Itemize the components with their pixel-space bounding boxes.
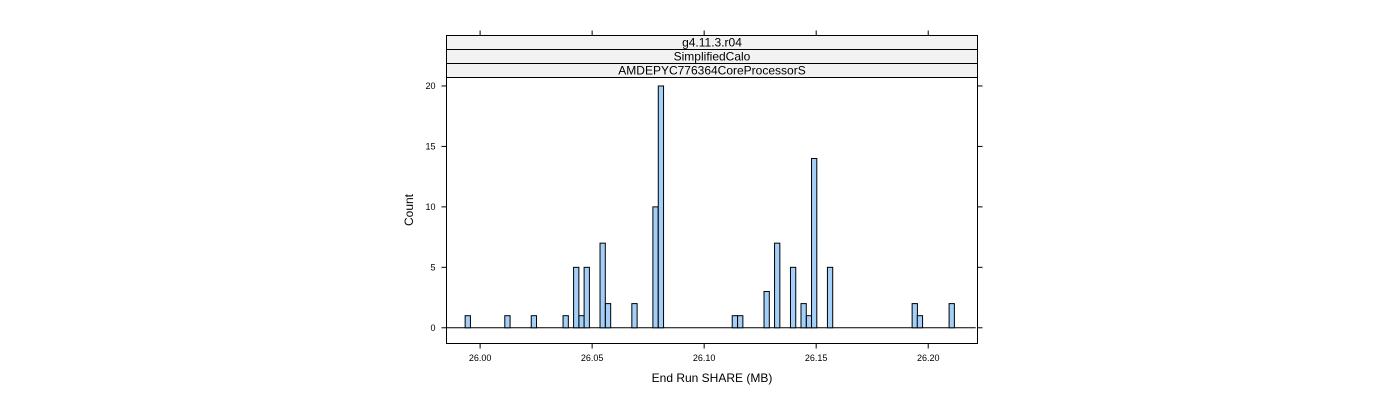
- histogram-bar: [604, 303, 612, 329]
- histogram-bar: [657, 85, 665, 329]
- histogram-bar: [504, 315, 511, 329]
- histogram-bar: [530, 315, 538, 329]
- histogram-bar: [805, 315, 813, 329]
- histogram-bar: [583, 266, 590, 329]
- histogram-bar: [464, 315, 471, 329]
- y-tick-label: 15: [425, 141, 435, 151]
- histogram-bar: [578, 315, 585, 329]
- x-axis-title: End Run SHARE (MB): [652, 371, 773, 385]
- y-tick-label: 20: [425, 81, 435, 91]
- histogram-bar: [737, 315, 744, 329]
- histogram-bar: [631, 303, 638, 329]
- histogram-bar: [800, 303, 807, 329]
- histogram-bar: [911, 303, 918, 329]
- x-tick-label: 26.10: [693, 353, 716, 363]
- histogram-bar: [916, 315, 924, 329]
- x-tick-label: 26.20: [917, 353, 940, 363]
- x-tick-label: 26.00: [469, 353, 492, 363]
- strip-panel: g4.11.3.r04 SimplifiedCalo AMDEPYC776364…: [446, 35, 978, 78]
- histogram-bar: [599, 242, 606, 329]
- bars-group: [464, 85, 955, 329]
- y-axis: 0 5 10 15 20: [425, 81, 983, 333]
- histogram-bar: [763, 291, 770, 329]
- y-tick-label: 0: [430, 323, 435, 333]
- x-tick-label: 26.05: [581, 353, 604, 363]
- histogram-bar: [774, 242, 781, 329]
- histogram-bar: [826, 266, 834, 329]
- histogram-bar: [948, 303, 955, 329]
- strip-label-2: SimplifiedCalo: [674, 50, 751, 64]
- histogram-bar: [562, 315, 569, 329]
- strip-label-1: g4.11.3.r04: [682, 36, 742, 50]
- strip-label-3: AMDEPYC776364CoreProcessorS: [618, 64, 805, 78]
- plot-panel: [446, 77, 978, 344]
- histogram-bar: [573, 266, 580, 329]
- y-axis-title: Count: [402, 193, 416, 226]
- x-axis: 26.00 26.05 26.10 26.15 26.20: [469, 30, 940, 363]
- histogram-bar: [731, 315, 738, 329]
- histogram-bar: [811, 158, 818, 329]
- y-tick-label: 5: [430, 262, 435, 272]
- histogram-bar: [652, 206, 659, 329]
- y-tick-label: 10: [425, 202, 435, 212]
- histogram-bar: [789, 266, 797, 329]
- x-tick-label: 26.15: [805, 353, 828, 363]
